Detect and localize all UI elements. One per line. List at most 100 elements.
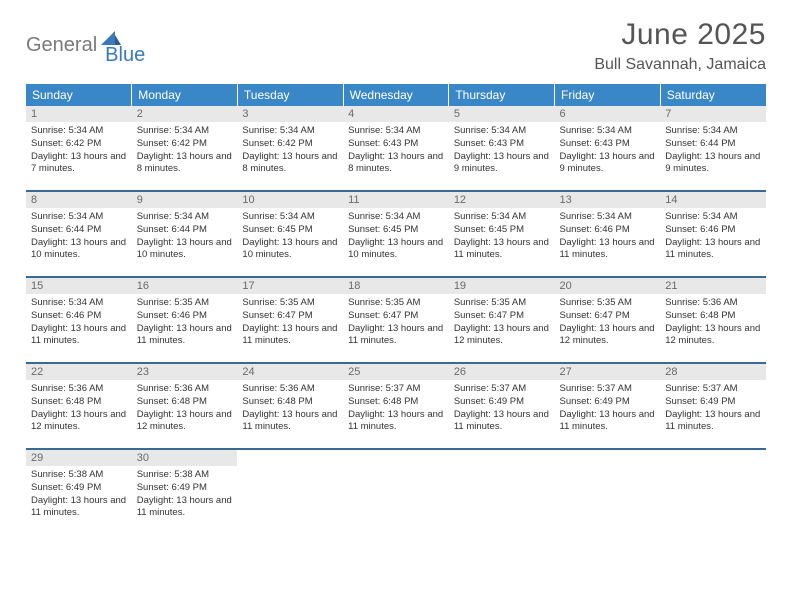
day-number: 15 <box>26 278 132 294</box>
day-cell: 23Sunrise: 5:36 AMSunset: 6:48 PMDayligh… <box>132 363 238 449</box>
sunrise-line: Sunrise: 5:34 AM <box>137 211 233 224</box>
day-cell <box>343 449 449 534</box>
week-row: 8Sunrise: 5:34 AMSunset: 6:44 PMDaylight… <box>26 191 766 277</box>
day-body: Sunrise: 5:34 AMSunset: 6:45 PMDaylight:… <box>237 208 343 268</box>
sunrise-line: Sunrise: 5:38 AM <box>137 469 233 482</box>
day-body: Sunrise: 5:34 AMSunset: 6:42 PMDaylight:… <box>26 122 132 182</box>
day-body: Sunrise: 5:34 AMSunset: 6:42 PMDaylight:… <box>132 122 238 182</box>
sunrise-line: Sunrise: 5:34 AM <box>560 211 656 224</box>
day-number: 23 <box>132 364 238 380</box>
day-body: Sunrise: 5:38 AMSunset: 6:49 PMDaylight:… <box>132 466 238 526</box>
daylight-line: Daylight: 13 hours and 10 minutes. <box>242 237 338 263</box>
day-cell: 2Sunrise: 5:34 AMSunset: 6:42 PMDaylight… <box>132 106 238 191</box>
daylight-line: Daylight: 13 hours and 12 minutes. <box>31 409 127 435</box>
sunrise-line: Sunrise: 5:35 AM <box>560 297 656 310</box>
day-body: Sunrise: 5:34 AMSunset: 6:45 PMDaylight:… <box>449 208 555 268</box>
daylight-line: Daylight: 13 hours and 11 minutes. <box>242 323 338 349</box>
day-cell: 13 Sunrise: 5:34 AMSunset: 6:46 PMDayligh… <box>555 191 661 277</box>
day-cell: 10Sunrise: 5:34 AMSunset: 6:45 PMDayligh… <box>237 191 343 277</box>
day-number: 19 <box>449 278 555 294</box>
sunset-line: Sunset: 6:43 PM <box>348 138 444 151</box>
day-body: Sunrise: 5:36 AMSunset: 6:48 PMDaylight:… <box>132 380 238 440</box>
dow-header-row: Sunday Monday Tuesday Wednesday Thursday… <box>26 84 766 106</box>
sunrise-line: Sunrise: 5:34 AM <box>137 125 233 138</box>
daylight-line: Daylight: 13 hours and 10 minutes. <box>31 237 127 263</box>
logo-word-blue: Blue <box>105 44 145 67</box>
title-block: June 2025 Bull Savannah, Jamaica <box>594 18 766 74</box>
daylight-line: Daylight: 13 hours and 12 minutes. <box>665 323 761 349</box>
daylight-line: Daylight: 13 hours and 8 minutes. <box>137 151 233 177</box>
logo-word-general: General <box>26 34 97 57</box>
sunrise-line: Sunrise: 5:36 AM <box>31 383 127 396</box>
daylight-line: Daylight: 13 hours and 11 minutes. <box>348 323 444 349</box>
sunrise-line: Sunrise: 5:35 AM <box>137 297 233 310</box>
day-cell: 17Sunrise: 5:35 AMSunset: 6:47 PMDayligh… <box>237 277 343 363</box>
day-body: Sunrise: 5:34 AMSunset: 6:43 PMDaylight:… <box>555 122 661 182</box>
dow-thursday: Thursday <box>449 84 555 106</box>
sunrise-line: Sunrise: 5:37 AM <box>454 383 550 396</box>
dow-sunday: Sunday <box>26 84 132 106</box>
sunset-line: Sunset: 6:46 PM <box>560 224 656 237</box>
day-cell: 5Sunrise: 5:34 AMSunset: 6:43 PMDaylight… <box>449 106 555 191</box>
daylight-line: Daylight: 13 hours and 9 minutes. <box>454 151 550 177</box>
sunset-line: Sunset: 6:49 PM <box>454 396 550 409</box>
daylight-line: Daylight: 13 hours and 10 minutes. <box>348 237 444 263</box>
sunrise-line: Sunrise: 5:35 AM <box>242 297 338 310</box>
day-body: Sunrise: 5:36 AMSunset: 6:48 PMDaylight:… <box>660 294 766 354</box>
day-cell: 14Sunrise: 5:34 AMSunset: 6:46 PMDayligh… <box>660 191 766 277</box>
day-number: 18 <box>343 278 449 294</box>
sunrise-line: Sunrise: 5:34 AM <box>31 125 127 138</box>
sunset-line: Sunset: 6:44 PM <box>137 224 233 237</box>
day-number: 1 <box>26 106 132 122</box>
calendar-table: Sunday Monday Tuesday Wednesday Thursday… <box>26 84 766 534</box>
daylight-line: Daylight: 13 hours and 11 minutes. <box>242 409 338 435</box>
day-body: Sunrise: 5:34 AMSunset: 6:44 PMDaylight:… <box>132 208 238 268</box>
day-cell: 8Sunrise: 5:34 AMSunset: 6:44 PMDaylight… <box>26 191 132 277</box>
day-number: 27 <box>555 364 661 380</box>
day-cell: 24Sunrise: 5:36 AMSunset: 6:48 PMDayligh… <box>237 363 343 449</box>
sunset-line: Sunset: 6:48 PM <box>137 396 233 409</box>
sunset-line: Sunset: 6:42 PM <box>31 138 127 151</box>
sunset-line: Sunset: 6:46 PM <box>31 310 127 323</box>
day-cell: 27Sunrise: 5:37 AMSunset: 6:49 PMDayligh… <box>555 363 661 449</box>
daylight-line: Daylight: 13 hours and 11 minutes. <box>560 237 656 263</box>
day-body: Sunrise: 5:35 AMSunset: 6:47 PMDaylight:… <box>237 294 343 354</box>
day-number: 4 <box>343 106 449 122</box>
daylight-line: Daylight: 13 hours and 12 minutes. <box>454 323 550 349</box>
day-body: Sunrise: 5:34 AMSunset: 6:43 PMDaylight:… <box>343 122 449 182</box>
day-cell: 21Sunrise: 5:36 AMSunset: 6:48 PMDayligh… <box>660 277 766 363</box>
daylight-line: Daylight: 13 hours and 11 minutes. <box>665 409 761 435</box>
sunrise-line: Sunrise: 5:34 AM <box>242 125 338 138</box>
sunrise-line: Sunrise: 5:34 AM <box>665 125 761 138</box>
day-number: 9 <box>132 192 238 208</box>
daylight-line: Daylight: 13 hours and 8 minutes. <box>348 151 444 177</box>
day-number: 2 <box>132 106 238 122</box>
sunrise-line: Sunrise: 5:34 AM <box>560 125 656 138</box>
day-cell: 22Sunrise: 5:36 AMSunset: 6:48 PMDayligh… <box>26 363 132 449</box>
day-cell: 19Sunrise: 5:35 AMSunset: 6:47 PMDayligh… <box>449 277 555 363</box>
day-number: 28 <box>660 364 766 380</box>
sunset-line: Sunset: 6:48 PM <box>348 396 444 409</box>
sunrise-line: Sunrise: 5:36 AM <box>242 383 338 396</box>
day-number: 12 <box>449 192 555 208</box>
daylight-line: Daylight: 13 hours and 11 minutes. <box>31 495 127 521</box>
day-number: 6 <box>555 106 661 122</box>
day-cell: 15Sunrise: 5:34 AMSunset: 6:46 PMDayligh… <box>26 277 132 363</box>
sunset-line: Sunset: 6:47 PM <box>560 310 656 323</box>
sunset-line: Sunset: 6:49 PM <box>137 482 233 495</box>
location-label: Bull Savannah, Jamaica <box>594 56 766 74</box>
day-number: 7 <box>660 106 766 122</box>
day-number: 14 <box>660 192 766 208</box>
sunset-line: Sunset: 6:44 PM <box>665 138 761 151</box>
sunrise-line: Sunrise: 5:35 AM <box>348 297 444 310</box>
sunrise-line: Sunrise: 5:34 AM <box>454 125 550 138</box>
daylight-line: Daylight: 13 hours and 11 minutes. <box>137 323 233 349</box>
daylight-line: Daylight: 13 hours and 12 minutes. <box>137 409 233 435</box>
sunset-line: Sunset: 6:46 PM <box>137 310 233 323</box>
sunset-line: Sunset: 6:48 PM <box>242 396 338 409</box>
day-number: 13 <box>555 192 661 208</box>
daylight-line: Daylight: 13 hours and 12 minutes. <box>560 323 656 349</box>
day-body: Sunrise: 5:34 AMSunset: 6:44 PMDaylight:… <box>660 122 766 182</box>
dow-monday: Monday <box>132 84 238 106</box>
day-cell <box>237 449 343 534</box>
